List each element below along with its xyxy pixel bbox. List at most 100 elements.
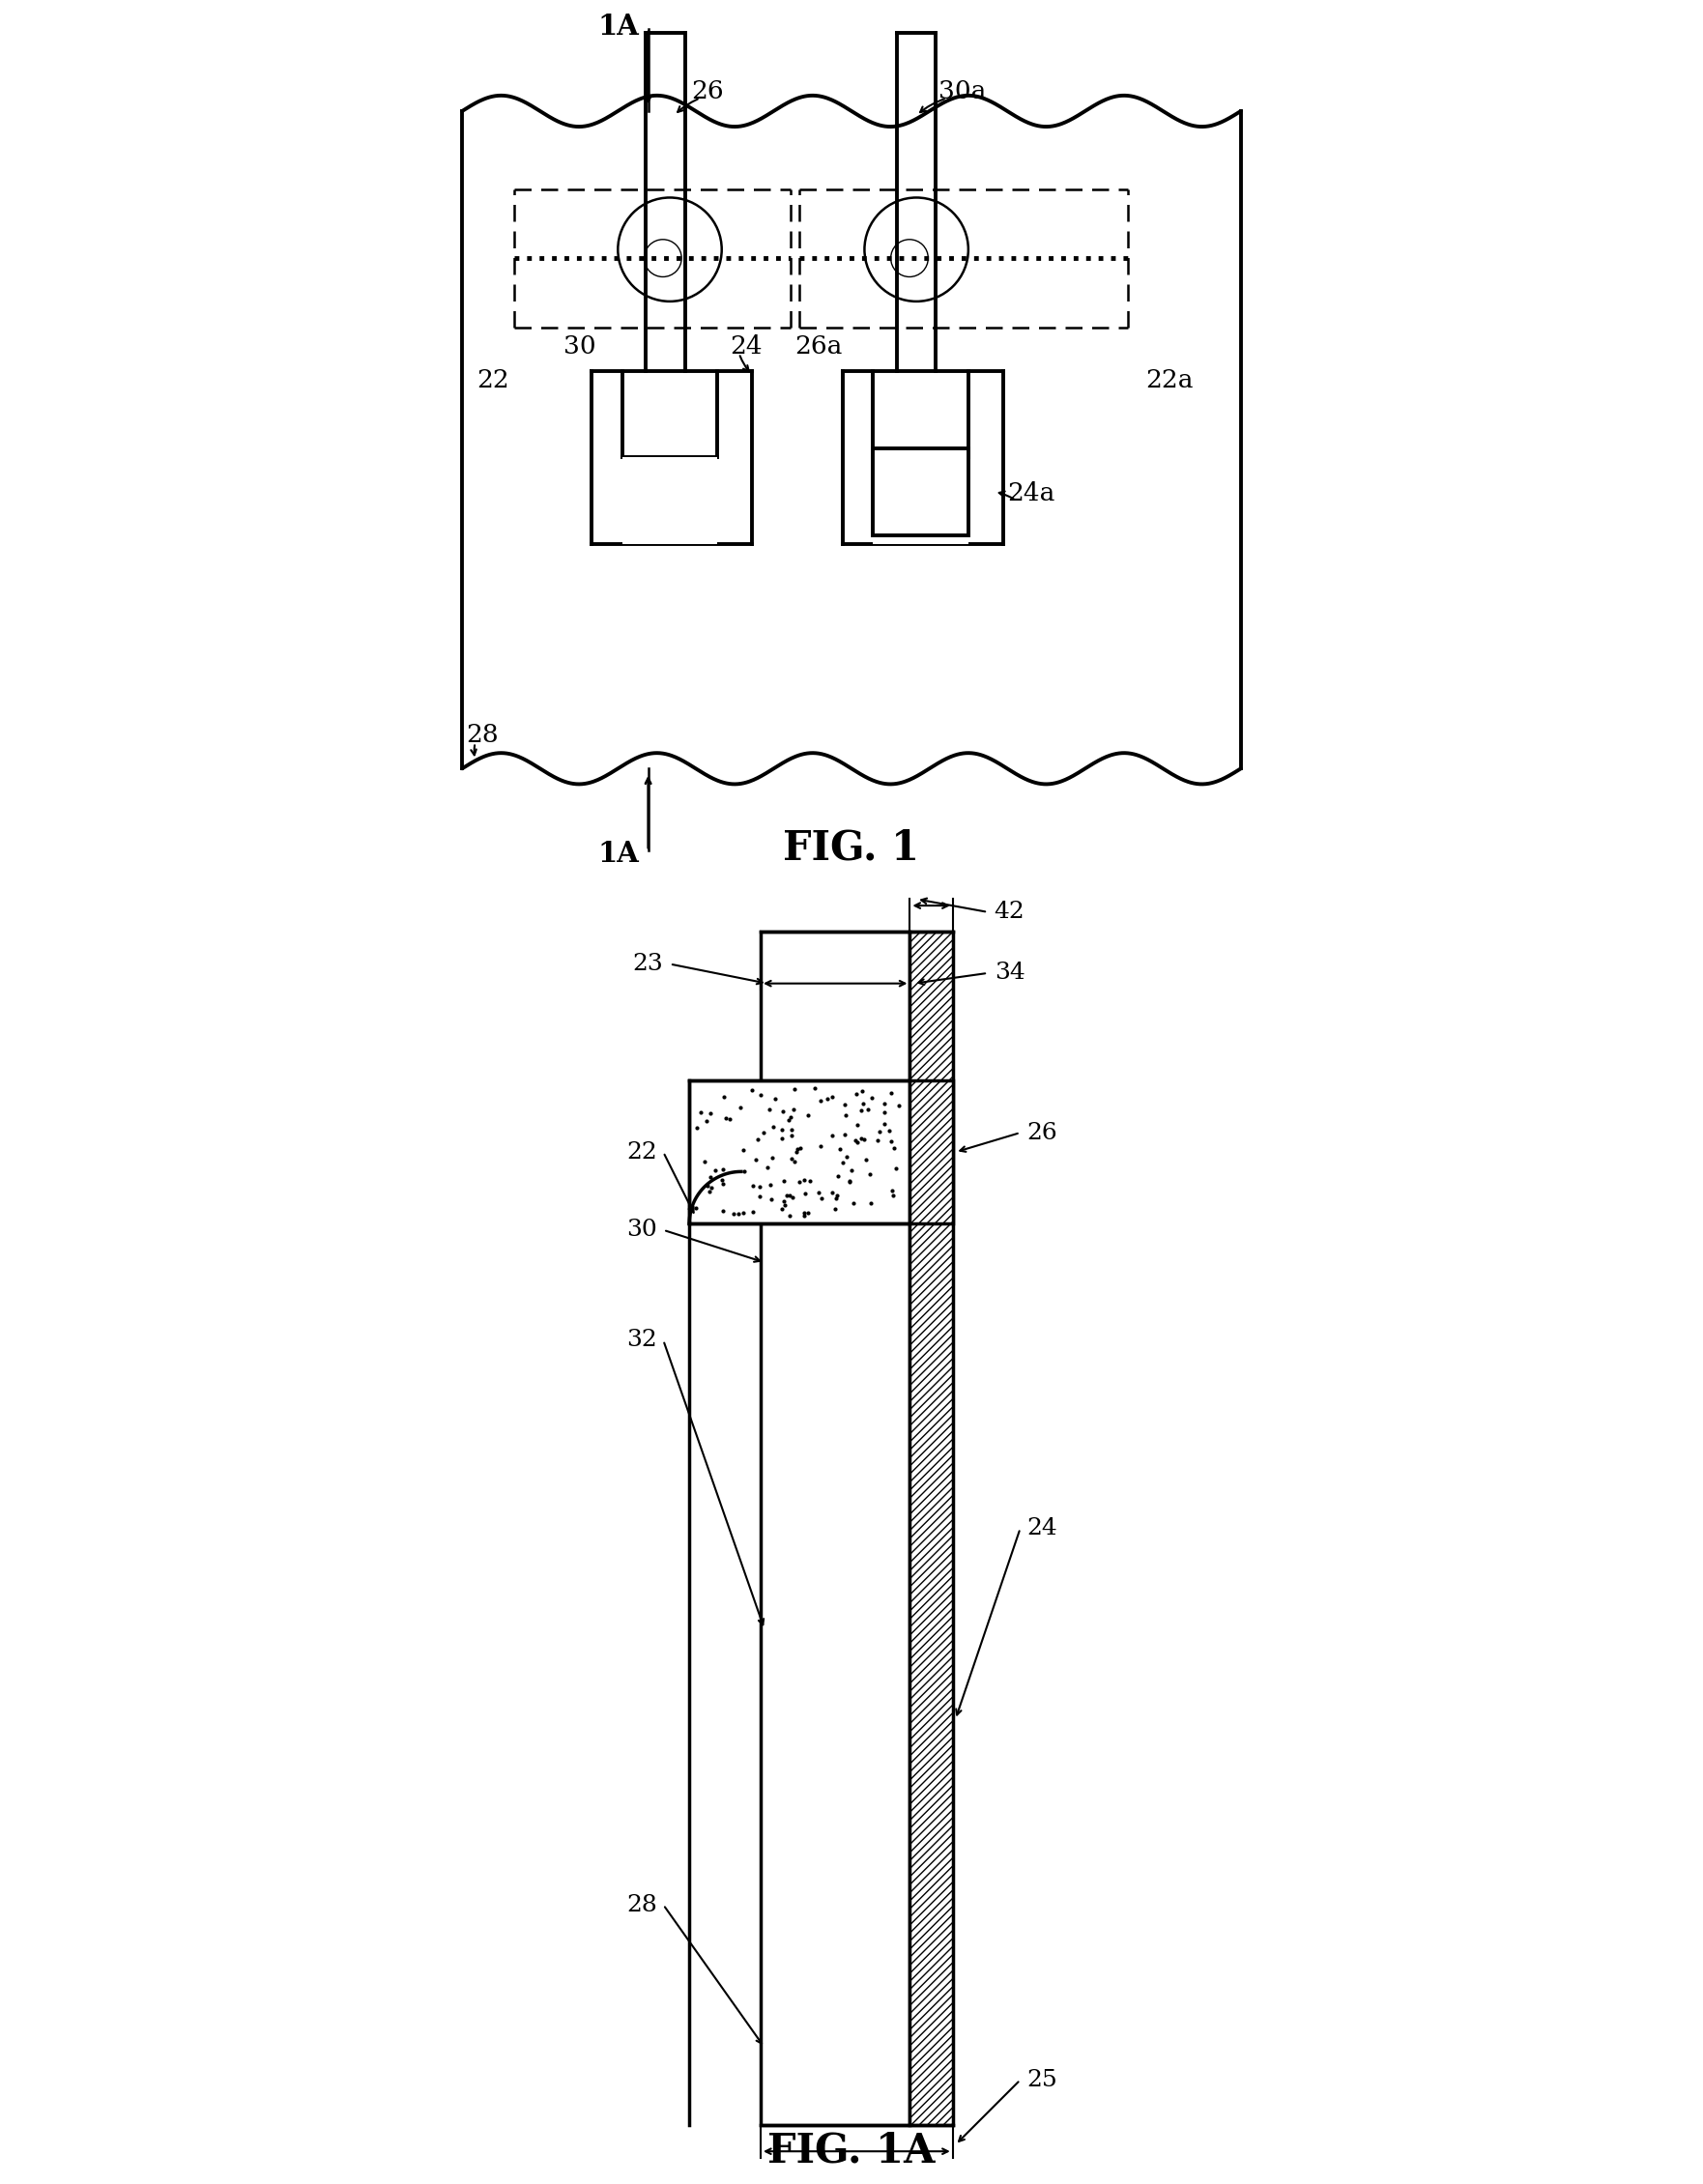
Point: [780, 1092, 807, 1127]
Point: [783, 1133, 811, 1168]
Point: [688, 1094, 715, 1129]
Text: 26: 26: [1027, 1123, 1058, 1144]
Point: [852, 1123, 879, 1158]
Point: [787, 1131, 814, 1166]
Text: 24a: 24a: [1006, 480, 1054, 505]
Text: FIG. 1A: FIG. 1A: [768, 2129, 935, 2171]
Point: [771, 1188, 799, 1223]
Point: [836, 1164, 863, 1199]
Point: [737, 1072, 765, 1107]
Point: [731, 1153, 758, 1188]
Point: [870, 1094, 897, 1129]
Point: [727, 1090, 754, 1125]
Point: [794, 1195, 821, 1230]
Point: [857, 1186, 884, 1221]
Bar: [909, 1081, 952, 1223]
Point: [823, 1182, 850, 1216]
Point: [710, 1151, 737, 1186]
Text: 22: 22: [627, 1140, 657, 1164]
Point: [836, 1164, 863, 1199]
Point: [826, 1131, 853, 1166]
Point: [850, 1085, 877, 1120]
Point: [760, 1109, 787, 1144]
Point: [833, 1140, 860, 1175]
Point: [848, 1072, 875, 1107]
Point: [823, 1177, 850, 1212]
Point: [697, 1096, 724, 1131]
Point: [848, 1120, 875, 1155]
Point: [756, 1092, 783, 1127]
Point: [790, 1199, 817, 1234]
Point: [800, 1070, 828, 1105]
Point: [819, 1175, 846, 1210]
Point: [831, 1116, 858, 1151]
Point: [731, 1195, 758, 1230]
Text: 26: 26: [691, 79, 724, 103]
Point: [843, 1107, 870, 1142]
Point: [717, 1103, 744, 1138]
Text: 24: 24: [1027, 1518, 1058, 1540]
Point: [855, 1092, 882, 1127]
Point: [848, 1094, 875, 1129]
Point: [768, 1112, 795, 1147]
Text: 30a: 30a: [938, 79, 986, 103]
Point: [840, 1186, 867, 1221]
Point: [787, 1164, 814, 1199]
Text: 30: 30: [627, 1219, 657, 1241]
Point: [761, 1081, 788, 1116]
Point: [782, 1072, 809, 1107]
Point: [708, 1162, 736, 1197]
Point: [778, 1112, 806, 1147]
Point: [863, 1123, 891, 1158]
Point: [867, 1114, 894, 1149]
Point: [698, 1171, 725, 1206]
Point: [778, 1099, 806, 1133]
Point: [710, 1195, 737, 1230]
Point: [829, 1144, 857, 1179]
Point: [877, 1125, 904, 1160]
Point: [880, 1129, 908, 1164]
Point: [720, 1197, 748, 1232]
Point: [782, 1144, 809, 1179]
Point: [824, 1158, 852, 1192]
Point: [831, 1088, 858, 1123]
Point: [790, 1162, 817, 1197]
Point: [731, 1133, 758, 1168]
Point: [879, 1173, 906, 1208]
Point: [746, 1179, 773, 1214]
Bar: [761, 933, 909, 2125]
Point: [838, 1153, 865, 1188]
Point: [710, 1166, 737, 1201]
Point: [697, 1160, 724, 1195]
Point: [877, 1075, 904, 1109]
Point: [770, 1094, 797, 1129]
Point: [768, 1192, 795, 1227]
Text: 44: 44: [892, 472, 925, 496]
Point: [870, 1107, 897, 1142]
Text: 28: 28: [627, 1894, 657, 1915]
Point: [756, 1168, 783, 1203]
Point: [749, 1116, 777, 1151]
Point: [853, 1142, 880, 1177]
Point: [683, 1112, 710, 1147]
Text: FIG. 1: FIG. 1: [783, 828, 920, 867]
Point: [753, 1151, 780, 1186]
Point: [841, 1123, 869, 1158]
Point: [760, 1140, 787, 1175]
Point: [819, 1118, 846, 1153]
Text: 26a: 26a: [795, 334, 843, 358]
Point: [771, 1184, 799, 1219]
Text: 28: 28: [467, 723, 499, 747]
Point: [819, 1079, 846, 1114]
Point: [857, 1158, 884, 1192]
Point: [778, 1140, 806, 1175]
Text: 22: 22: [477, 369, 509, 393]
Bar: [909, 933, 952, 2125]
Point: [795, 1164, 823, 1199]
Point: [693, 1168, 720, 1203]
Point: [710, 1079, 737, 1114]
Point: [725, 1197, 753, 1232]
Point: [843, 1077, 870, 1112]
Text: 24: 24: [731, 334, 763, 358]
Point: [833, 1099, 860, 1133]
